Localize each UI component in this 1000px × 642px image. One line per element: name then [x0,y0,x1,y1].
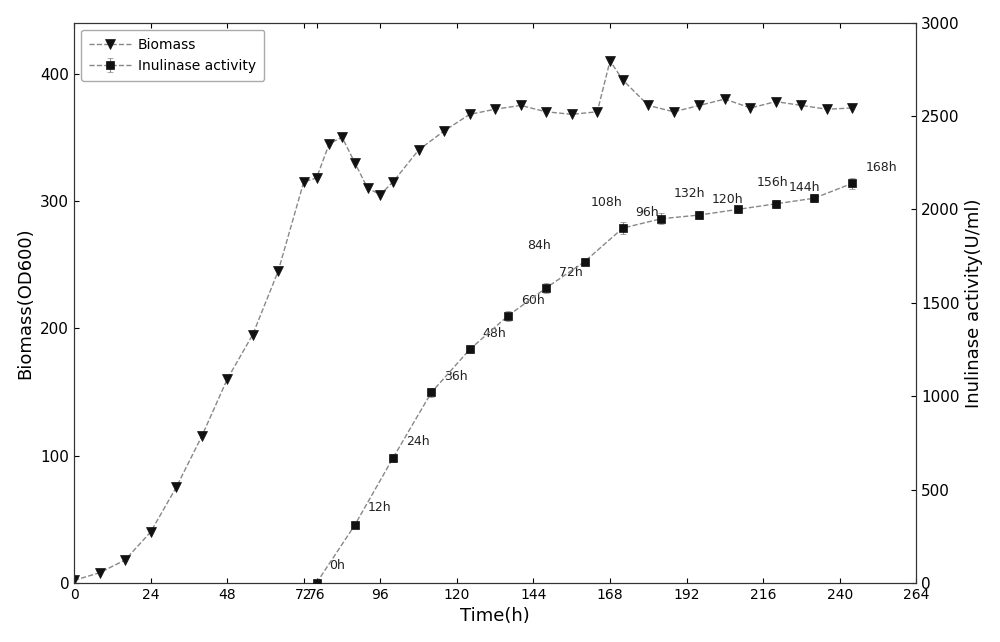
Biomass [221,376,233,383]
Biomass [464,110,476,118]
Biomass [336,134,348,141]
Biomass [68,577,80,584]
Biomass [196,433,208,440]
Biomass [94,569,106,577]
Text: 144h: 144h [789,182,820,195]
Biomass [387,178,399,186]
Text: 96h: 96h [636,205,659,219]
Biomass [642,101,654,109]
Biomass [604,57,616,65]
Biomass [489,105,501,113]
Line: Biomass: Biomass [69,56,857,586]
Text: 156h: 156h [757,176,788,189]
Biomass [323,140,335,148]
Biomass [744,104,756,112]
Text: 120h: 120h [712,193,744,205]
Biomass [438,127,450,135]
Text: 84h: 84h [527,239,551,252]
Text: 168h: 168h [865,161,897,174]
Biomass [540,108,552,116]
Text: 12h: 12h [368,501,391,514]
Biomass [719,95,731,103]
Text: 72h: 72h [559,266,583,279]
Text: 48h: 48h [482,327,506,340]
Biomass [821,105,833,113]
Biomass [795,101,807,109]
Biomass [770,98,782,105]
Biomass [846,104,858,112]
Text: 108h: 108h [591,196,623,209]
Text: 0h: 0h [329,559,345,572]
Biomass [362,184,374,192]
Text: 36h: 36h [444,370,468,383]
Y-axis label: Inulinase activity(U/ml): Inulinase activity(U/ml) [965,198,983,408]
X-axis label: Time(h): Time(h) [460,607,530,625]
Biomass [298,178,310,186]
Biomass [272,267,284,275]
Legend: Biomass, Inulinase activity: Biomass, Inulinase activity [81,30,264,82]
Biomass [145,528,157,536]
Biomass [170,483,182,491]
Biomass [413,146,425,154]
Biomass [119,556,131,564]
Y-axis label: Biomass(OD600): Biomass(OD600) [17,227,35,379]
Biomass [247,331,259,338]
Biomass [693,101,705,109]
Biomass [566,110,578,118]
Biomass [617,76,629,84]
Biomass [591,108,603,116]
Biomass [374,191,386,198]
Text: 132h: 132h [674,187,705,200]
Biomass [515,101,527,109]
Biomass [668,108,680,116]
Text: 24h: 24h [406,435,429,449]
Biomass [349,159,361,166]
Biomass [311,174,323,182]
Text: 60h: 60h [521,293,544,306]
